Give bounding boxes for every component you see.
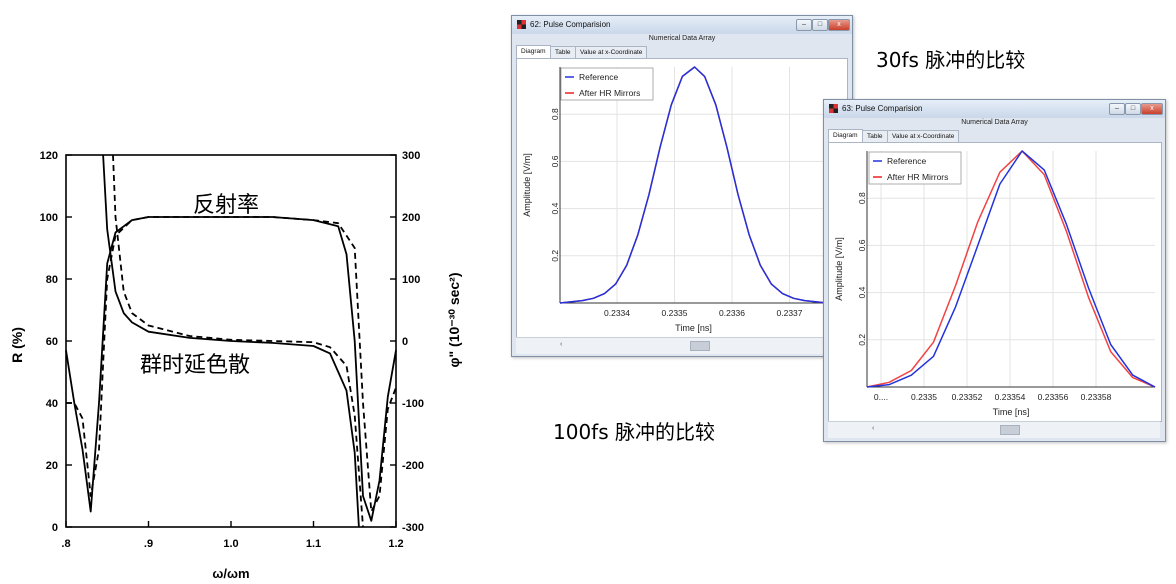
reflectance-dashed-curve [66,216,397,513]
diagram-panel: 0.... 0.2335 0.23352 0.23354 0.23356 0.23358 0… [828,142,1162,422]
window-subtitle: Numerical Data Array [961,119,1028,126]
maximize-button[interactable]: □ [1125,103,1141,115]
right-tick-label: 0 [402,336,408,348]
legend-entry: Reference [579,72,618,82]
app-icon [517,20,526,29]
tab-value-at-x[interactable]: Value at x-Coordinate [575,46,648,58]
x-tick-label: 0.23356 [1038,392,1069,402]
x-tick-label: 0.2335 [662,308,688,318]
left-axis-label: R (%) [9,327,25,363]
legend-entry: Reference [887,156,926,166]
left-tick-label: 100 [40,212,58,224]
x-tick-label: 1.0 [223,538,238,550]
app-icon [829,104,838,113]
y-tick-label: 0.6 [857,239,867,251]
window-titlebar[interactable]: 63: Pulse Comparision – □ x [824,100,1165,118]
tab-value-at-x[interactable]: Value at x-Coordinate [887,130,960,142]
left-tick-label: 0 [52,522,58,534]
right-tick-label: 200 [402,212,420,224]
window-title: 62: Pulse Comparision [530,20,611,29]
tab-diagram[interactable]: Diagram [516,45,551,58]
x-tick-label: 1.2 [388,538,403,550]
left-tick-label: 40 [46,398,58,410]
maximize-button[interactable]: □ [812,19,828,31]
left-tick-label: 60 [46,336,58,348]
window-title: 63: Pulse Comparision [842,104,923,113]
legend: Reference After HR Mirrors [868,151,962,185]
y-tick-label: 0.2 [857,334,867,346]
reflectance-annotation: 反射率 [193,192,259,217]
tab-diagram[interactable]: Diagram [828,129,863,142]
legend-box [868,151,962,185]
x-tick-label: 0.23358 [1081,392,1112,402]
scroll-left-icon[interactable]: ‹ [872,425,875,432]
minimize-button[interactable]: – [1109,103,1125,115]
reflectance-solid-curve [65,216,397,522]
right-tick-label: -300 [402,522,424,534]
right-tick-label: 300 [402,150,420,162]
right-tick-label: -100 [402,398,424,410]
y-tick-label: 0.4 [857,286,867,298]
right-tick-label: -200 [402,460,424,472]
horizontal-scrollbar[interactable]: ‹ [828,421,1160,438]
x-tick-label: 0.2337 [777,308,803,318]
diagram-panel: 0.2334 0.2335 0.2336 0.2337 0.2 0.4 0.6 0.8 Refe… [516,58,848,338]
y-axis-title: Amplitude [V/m] [834,237,844,301]
gdd-solid-curve [102,154,360,528]
legend-entry: After HR Mirrors [579,88,640,98]
pulse-chart-63: 0.... 0.2335 0.23352 0.23354 0.23356 0.23358 0… [834,150,1156,417]
caption-100fs: 100fs 脉冲的比较 [553,420,715,444]
legend-entry: After HR Mirrors [887,172,948,182]
left-tick-label: 20 [46,460,58,472]
x-axis-title: Time [ns] [993,407,1030,417]
after-hr-mirrors-curve [559,66,828,304]
y-tick-label: 0.6 [550,155,560,167]
minimize-button[interactable]: – [796,19,812,31]
window-subtitle: Numerical Data Array [648,35,716,42]
right-tick-label: 100 [402,274,420,286]
x-tick-label: .9 [144,538,153,550]
tab-table[interactable]: Table [550,46,576,58]
reference-curve [866,150,1156,388]
y-tick-label: 0.8 [857,192,867,204]
dispersion-chart: 0 20 40 60 80 100 120 -300 -200 -100 0 100 200 300 .8.… [9,150,462,581]
tab-table[interactable]: Table [862,130,888,142]
window-titlebar[interactable]: 62: Pulse Comparision – □ x [512,16,852,34]
pulse-window-63[interactable]: 63: Pulse Comparision – □ x Numerical Da… [823,99,1166,442]
pulse-window-62[interactable]: 62: Pulse Comparision – □ x Numerical Da… [511,15,853,357]
x-tick-label: .8 [61,538,70,550]
y-axis-title: Amplitude [V/m] [522,153,532,217]
scroll-thumb[interactable] [690,341,710,351]
x-tick-label: 0.2335 [911,392,937,402]
x-tick-label: 0.23352 [952,392,983,402]
legend: Reference After HR Mirrors [560,67,654,101]
pulse-chart-62: 0.2334 0.2335 0.2336 0.23370.20.40.60.8Refe… [522,66,828,333]
after-hr-mirrors-curve [866,150,1156,388]
right-axis-label: φ" (10⁻³⁰ sec²) [446,272,462,367]
y-tick-label: 0.2 [550,250,560,262]
legend-box [560,67,654,101]
gdd-annotation: 群时延色散 [140,352,250,377]
x-tick-label: 1.1 [306,538,321,550]
left-tick-label: 80 [46,274,58,286]
x-axis-label: ω/ωm [212,566,249,581]
close-button[interactable]: x [1141,103,1163,115]
horizontal-scrollbar[interactable]: ‹ [516,337,846,354]
x-tick-label: 0.23354 [995,392,1026,402]
x-tick-label: 0.... [874,392,888,402]
scroll-left-icon[interactable]: ‹ [560,341,563,348]
x-axis-title: Time [ns] [675,323,712,333]
x-tick-label: 0.2336 [719,308,745,318]
y-tick-label: 0.8 [550,108,560,120]
close-button[interactable]: x [828,19,850,31]
caption-30fs: 30fs 脉冲的比较 [876,48,1026,72]
y-tick-label: 0.4 [550,202,560,214]
x-tick-label: 0.2334 [604,308,630,318]
gdd-dashed-curve [112,154,364,528]
left-tick-label: 120 [40,150,58,162]
scroll-thumb[interactable] [1000,425,1020,435]
reference-curve [559,66,828,304]
